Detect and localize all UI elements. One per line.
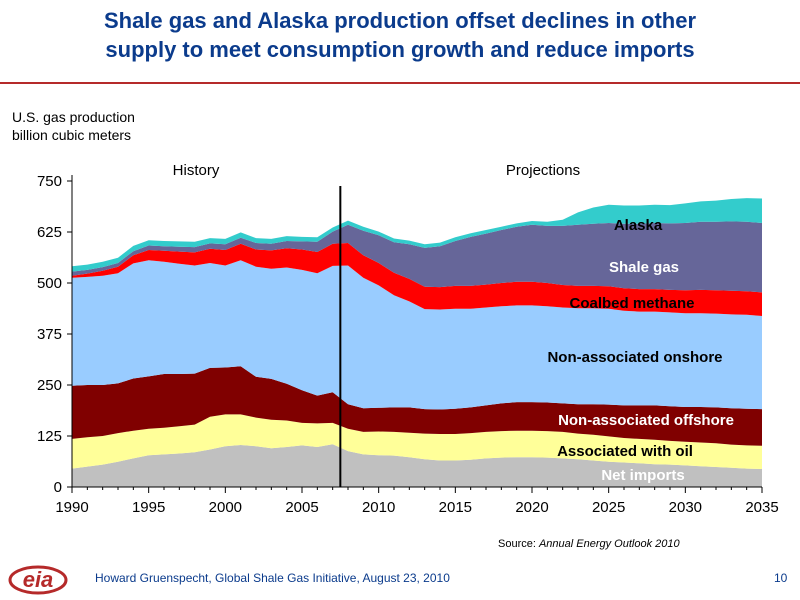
slide-title: Shale gas and Alaska production offset d… (0, 6, 800, 64)
footer-text: Howard Gruenspecht, Global Shale Gas Ini… (95, 571, 450, 585)
axes-layer: 0 125 250 375 500 625 750 1990 1995 2000 2005 2010 2… (37, 173, 779, 516)
y-axis-label-line-2: billion cubic meters (12, 127, 132, 143)
y-tick-label: 625 (37, 224, 62, 241)
y-axis-label: U.S. gas production billion cubic meters (12, 108, 135, 144)
x-tick-label: 2020 (515, 499, 548, 516)
x-tick-label: 2005 (285, 499, 318, 516)
history-label: History (173, 162, 220, 179)
series-label-coalbed-methane: Coalbed methane (569, 295, 694, 312)
x-tick-label: 2025 (592, 499, 625, 516)
area-alaska (72, 198, 762, 272)
eia-logo: eia (8, 565, 68, 595)
title-line-2: supply to meet consumption growth and re… (105, 37, 695, 62)
x-tick-label: 2030 (669, 499, 702, 516)
source-note: Source: Annual Energy Outlook 2010 (498, 538, 680, 550)
x-tick-label: 2015 (439, 499, 472, 516)
x-tick-label: 1995 (132, 499, 165, 516)
projections-label: Projections (506, 162, 580, 179)
y-axis-label-line-1: U.S. gas production (12, 109, 135, 125)
y-tick-label: 0 (54, 479, 62, 496)
area-layer (72, 198, 762, 487)
source-prefix: Source: (498, 538, 539, 550)
area-coalbed-methane (72, 243, 762, 316)
logo-text: eia (23, 567, 54, 592)
area-shale-gas (72, 221, 762, 293)
series-label-net-imports: Net imports (601, 467, 684, 484)
x-tick-label: 2000 (209, 499, 242, 516)
x-tick-label: 2035 (745, 499, 778, 516)
source-title: Annual Energy Outlook 2010 (538, 538, 680, 550)
y-tick-label: 750 (37, 173, 62, 190)
area-non-associated-offshore (72, 366, 762, 446)
series-label-alaska: Alaska (614, 217, 663, 234)
series-labels: Alaska Shale gas Coalbed methane Non-ass… (547, 217, 733, 484)
y-tick-label: 375 (37, 326, 62, 343)
y-tick-label: 125 (37, 428, 62, 445)
area-non-associated-onshore (72, 260, 762, 410)
series-label-associated-with-oil: Associated with oil (557, 443, 693, 460)
title-line-1: Shale gas and Alaska production offset d… (103, 8, 697, 33)
x-tick-label: 2010 (362, 499, 395, 516)
y-tick-label: 250 (37, 377, 62, 394)
series-label-shale-gas: Shale gas (609, 259, 679, 276)
y-tick-label: 500 (37, 275, 62, 292)
area-associated-with-oil (72, 414, 762, 469)
title-divider-rule (0, 82, 800, 84)
area-net-imports (72, 444, 762, 487)
page-number: 10 (774, 571, 788, 585)
series-label-nonassociated-onshore: Non-associated onshore (547, 349, 722, 366)
x-tick-label: 1990 (55, 499, 88, 516)
series-label-nonassociated-offshore: Non-associated offshore (558, 412, 734, 429)
